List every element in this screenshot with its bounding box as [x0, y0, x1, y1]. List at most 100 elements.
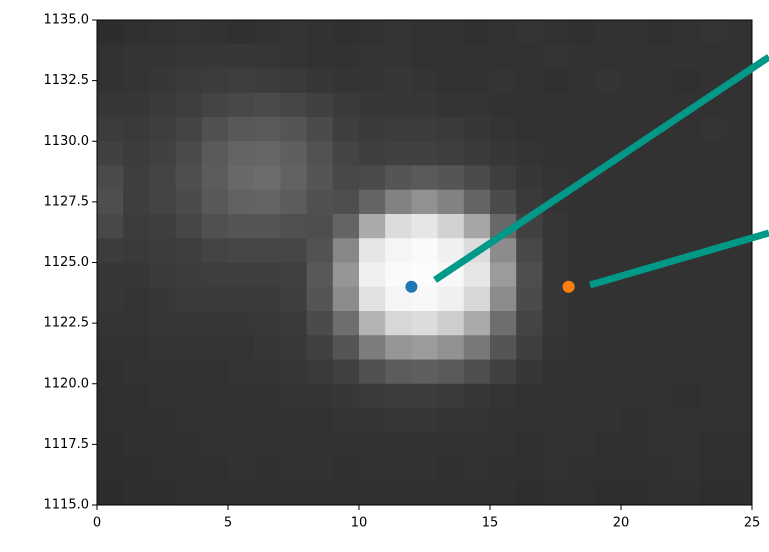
y-tick-label: 1135.0	[44, 13, 90, 28]
pixel	[595, 384, 622, 409]
pixel	[228, 238, 255, 263]
pixel	[726, 408, 753, 433]
pixel	[411, 20, 438, 45]
pixel	[438, 93, 465, 118]
pixel	[700, 20, 727, 45]
pixel	[176, 311, 203, 336]
pixel	[307, 335, 334, 360]
pixel	[385, 190, 412, 215]
pixel	[647, 93, 674, 118]
pixel	[123, 335, 150, 360]
pixel	[359, 311, 386, 336]
pixel	[464, 44, 491, 69]
y-tick-label: 1117.5	[44, 437, 90, 452]
pixel	[621, 69, 648, 94]
pixel	[542, 141, 569, 166]
pixel	[333, 311, 360, 336]
pixel	[621, 238, 648, 263]
pixel	[176, 117, 203, 142]
pixel	[542, 335, 569, 360]
pixel	[700, 432, 727, 457]
pixel	[700, 117, 727, 142]
pixel	[254, 263, 281, 288]
pixel	[123, 360, 150, 385]
pixel	[176, 141, 203, 166]
pixel	[228, 20, 255, 45]
pixel	[280, 141, 307, 166]
pixel	[569, 69, 596, 94]
pixel	[542, 69, 569, 94]
pixel	[464, 287, 491, 312]
pixel	[569, 93, 596, 118]
pixel	[280, 93, 307, 118]
pixel	[149, 432, 176, 457]
pixel	[228, 457, 255, 482]
pixel	[438, 141, 465, 166]
pixel	[280, 166, 307, 191]
pixel	[464, 335, 491, 360]
pixel	[97, 69, 124, 94]
pixel	[202, 384, 229, 409]
pixel	[359, 117, 386, 142]
pixel	[97, 93, 124, 118]
pixel	[673, 360, 700, 385]
pixel	[595, 360, 622, 385]
pixel	[569, 238, 596, 263]
pixel	[149, 20, 176, 45]
pixel	[307, 408, 334, 433]
pixel	[516, 238, 543, 263]
pixel	[385, 311, 412, 336]
pixel	[411, 190, 438, 215]
pixel	[464, 214, 491, 239]
pixel	[202, 263, 229, 288]
pixel	[569, 335, 596, 360]
pixel	[176, 287, 203, 312]
pixel	[228, 69, 255, 94]
pixel	[464, 69, 491, 94]
x-tick-label: 5	[224, 516, 232, 531]
pixel	[254, 166, 281, 191]
pixel	[621, 166, 648, 191]
pixel	[359, 481, 386, 506]
pixel	[385, 360, 412, 385]
pixel	[673, 141, 700, 166]
pixel	[202, 44, 229, 69]
pixel	[516, 311, 543, 336]
pixel	[228, 432, 255, 457]
pixel	[595, 457, 622, 482]
pixel	[228, 408, 255, 433]
pixel	[490, 432, 517, 457]
pixel	[97, 432, 124, 457]
pixel	[490, 141, 517, 166]
pixel	[569, 311, 596, 336]
pixel	[647, 166, 674, 191]
pixel	[254, 360, 281, 385]
x-tick-label: 20	[613, 516, 630, 531]
pixel	[542, 481, 569, 506]
pixel	[647, 408, 674, 433]
pixel	[490, 457, 517, 482]
pixel	[149, 360, 176, 385]
pixel	[490, 360, 517, 385]
pixel	[411, 360, 438, 385]
pixel	[176, 481, 203, 506]
pixel	[280, 287, 307, 312]
pixel	[202, 360, 229, 385]
y-tick-label: 1130.0	[44, 134, 90, 149]
pixel	[569, 214, 596, 239]
pixel	[647, 69, 674, 94]
pixel	[621, 214, 648, 239]
pixel	[516, 263, 543, 288]
pixel	[490, 287, 517, 312]
pixel	[149, 117, 176, 142]
pixel	[149, 166, 176, 191]
pixel	[673, 166, 700, 191]
pixel	[280, 69, 307, 94]
pixel	[411, 384, 438, 409]
pixel	[228, 93, 255, 118]
pixel	[176, 69, 203, 94]
pixel	[385, 408, 412, 433]
pixel	[176, 335, 203, 360]
pixel	[516, 384, 543, 409]
pixel	[333, 93, 360, 118]
